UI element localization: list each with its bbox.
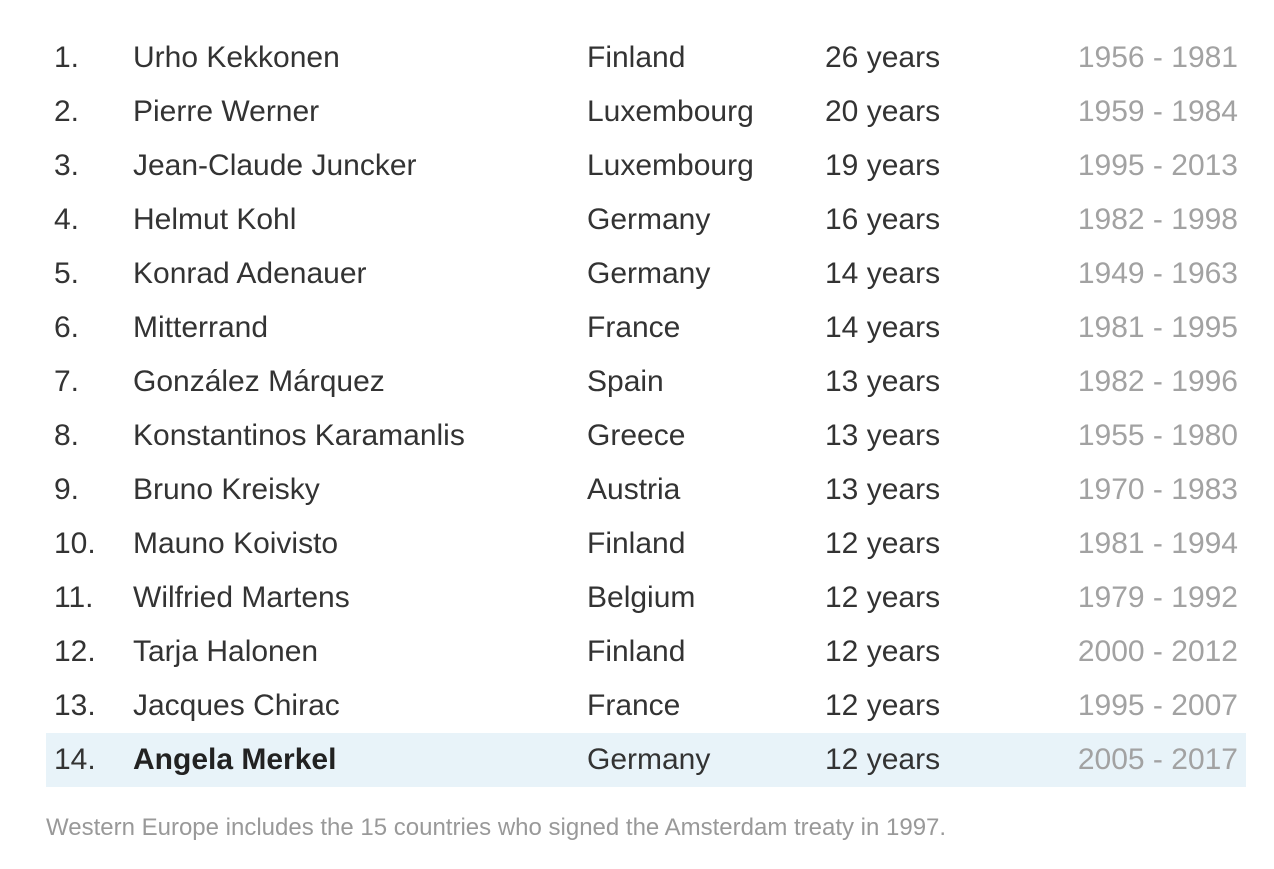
tenure-length-cell: 12 years [825, 527, 941, 560]
rank-cell: 9. [54, 473, 80, 506]
tenure-length-cell: 13 years [825, 473, 941, 506]
country-cell: Germany [587, 257, 711, 290]
leader-name-cell: Wilfried Martens [133, 581, 350, 614]
term-period-cell: 1982 - 1996 [1077, 365, 1238, 398]
country-cell: Germany [587, 203, 711, 236]
leader-name-cell: Jacques Chirac [133, 689, 340, 722]
rank-cell: 5. [54, 257, 80, 290]
footnote: Western Europe includes the 15 countries… [46, 814, 947, 841]
table-row: 11. Wilfried Martens Belgium 12 years 19… [46, 571, 1246, 625]
rank-cell: 8. [54, 419, 80, 452]
country-cell: Greece [587, 419, 686, 452]
term-period-cell: 1955 - 1980 [1077, 419, 1238, 452]
table-row: 1. Urho Kekkonen Finland 26 years 1956 -… [46, 31, 1246, 85]
term-period-cell: 1979 - 1992 [1077, 581, 1238, 614]
leader-name-cell: González Márquez [133, 365, 385, 398]
tenure-length-cell: 14 years [825, 257, 941, 290]
leader-name-cell: Konrad Adenauer [133, 257, 367, 290]
country-cell: Austria [587, 473, 681, 506]
rank-cell: 4. [54, 203, 80, 236]
table-row: 13. Jacques Chirac France 12 years 1995 … [46, 679, 1246, 733]
leader-name-cell: Jean-Claude Juncker [133, 149, 417, 182]
rank-cell: 11. [54, 581, 94, 614]
country-cell: Finland [587, 635, 686, 668]
leader-name-cell: Bruno Kreisky [133, 473, 320, 506]
leader-name-cell: Mauno Koivisto [133, 527, 339, 560]
rank-cell: 7. [54, 365, 80, 398]
term-period-cell: 1995 - 2013 [1077, 149, 1238, 182]
rank-cell: 13. [54, 689, 96, 722]
tenure-length-cell: 12 years [825, 635, 941, 668]
tenure-length-cell: 14 years [825, 311, 941, 344]
rank-cell: 2. [54, 95, 80, 128]
term-period-cell: 2005 - 2017 [1077, 743, 1238, 776]
table-row: 10. Mauno Koivisto Finland 12 years 1981… [46, 517, 1246, 571]
country-cell: France [587, 311, 681, 344]
term-period-cell: 1981 - 1994 [1077, 527, 1238, 560]
term-period-cell: 2000 - 2012 [1077, 635, 1238, 668]
table-row: 5. Konrad Adenauer Germany 14 years 1949… [46, 247, 1246, 301]
rank-cell: 12. [54, 635, 96, 668]
country-cell: Belgium [587, 581, 696, 614]
term-period-cell: 1949 - 1963 [1077, 257, 1238, 290]
tenure-length-cell: 12 years [825, 689, 941, 722]
country-cell: Finland [587, 527, 686, 560]
tenure-length-cell: 20 years [825, 95, 941, 128]
highlighted-table-row: 14. Angela Merkel Germany 12 years 2005 … [46, 733, 1246, 787]
table-row: 7. González Márquez Spain 13 years 1982 … [46, 355, 1246, 409]
table-row: 6. Mitterrand France 14 years 1981 - 199… [46, 301, 1246, 355]
leader-name-cell: Angela Merkel [133, 743, 337, 776]
country-cell: Germany [587, 743, 711, 776]
leader-name-cell: Tarja Halonen [133, 635, 319, 668]
term-period-cell: 1959 - 1984 [1077, 95, 1238, 128]
country-cell: Spain [587, 365, 664, 398]
table-row: 4. Helmut Kohl Germany 16 years 1982 - 1… [46, 193, 1246, 247]
rank-cell: 6. [54, 311, 80, 344]
term-period-cell: 1982 - 1998 [1077, 203, 1238, 236]
tenure-length-cell: 16 years [825, 203, 941, 236]
country-cell: Luxembourg [587, 149, 754, 182]
tenure-length-cell: 13 years [825, 365, 941, 398]
term-period-cell: 1956 - 1981 [1077, 41, 1238, 74]
leader-name-cell: Konstantinos Karamanlis [133, 419, 465, 452]
leader-name-cell: Pierre Werner [133, 95, 320, 128]
rank-cell: 10. [54, 527, 96, 560]
table-row: 9. Bruno Kreisky Austria 13 years 1970 -… [46, 463, 1246, 517]
tenure-length-cell: 26 years [825, 41, 941, 74]
rank-cell: 3. [54, 149, 80, 182]
term-period-cell: 1981 - 1995 [1077, 311, 1238, 344]
table-row: 12. Tarja Halonen Finland 12 years 2000 … [46, 625, 1246, 679]
leader-name-cell: Mitterrand [133, 311, 269, 344]
tenure-length-cell: 12 years [825, 581, 941, 614]
tenure-length-cell: 19 years [825, 149, 941, 182]
table-row: 8. Konstantinos Karamanlis Greece 13 yea… [46, 409, 1246, 463]
country-cell: Finland [587, 41, 686, 74]
leader-name-cell: Helmut Kohl [133, 203, 297, 236]
country-cell: France [587, 689, 681, 722]
table-row: 3. Jean-Claude Juncker Luxembourg 19 yea… [46, 139, 1246, 193]
table-row: 2. Pierre Werner Luxembourg 20 years 195… [46, 85, 1246, 139]
leader-name-cell: Urho Kekkonen [133, 41, 340, 74]
rank-cell: 14. [54, 743, 96, 776]
rank-cell: 1. [54, 41, 80, 74]
tenure-length-cell: 12 years [825, 743, 941, 776]
leaders-table: 1. Urho Kekkonen Finland 26 years 1956 -… [46, 31, 1246, 787]
tenure-length-cell: 13 years [825, 419, 941, 452]
term-period-cell: 1970 - 1983 [1077, 473, 1238, 506]
country-cell: Luxembourg [587, 95, 754, 128]
term-period-cell: 1995 - 2007 [1077, 689, 1238, 722]
